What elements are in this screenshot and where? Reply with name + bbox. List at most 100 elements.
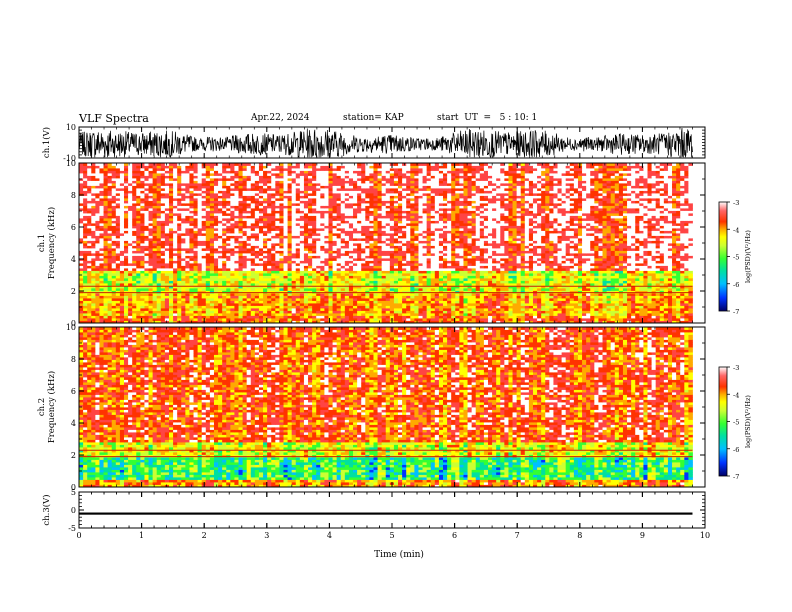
spectrogram-cell: [627, 288, 631, 291]
spectrogram-cell: [664, 298, 668, 301]
spectrogram-cell: [684, 266, 688, 269]
spectrogram-cell: [108, 266, 112, 269]
spectrogram-cell: [226, 243, 230, 246]
spectrogram-cell: [288, 308, 292, 311]
spectrogram-cell: [206, 303, 210, 306]
spectrogram-cell: [263, 271, 267, 274]
spectrogram-cell: [480, 313, 484, 316]
spectrogram-cell: [435, 261, 439, 264]
spectrogram-cell: [500, 251, 504, 254]
spectrogram-cell: [386, 256, 390, 259]
spectrogram-cell: [316, 298, 320, 301]
spectrogram-cell: [279, 283, 283, 286]
spectrogram-cell: [230, 248, 234, 251]
spectrogram-cell: [504, 283, 508, 286]
spectrogram-cell: [361, 261, 365, 264]
spectrogram-cell: [447, 318, 451, 321]
spectrogram-cell: [95, 266, 99, 269]
spectrogram-cell: [447, 288, 451, 291]
spectrogram-cell: [553, 308, 557, 311]
spectrogram-cell: [451, 311, 455, 314]
spectrogram-cell: [104, 316, 108, 319]
spectrogram-cell: [124, 253, 128, 256]
spectrogram-cell: [435, 263, 439, 266]
spectrogram-cell: [652, 316, 656, 319]
spectrogram-cell: [574, 246, 578, 249]
spectrogram-cell: [271, 306, 275, 309]
spectrogram-cell: [173, 278, 177, 281]
spectrogram-cell: [558, 266, 562, 269]
spectrogram-cell: [157, 258, 161, 261]
spectrogram-cell: [296, 313, 300, 316]
spectrogram-cell: [688, 276, 692, 279]
spectrogram-cell: [402, 256, 406, 259]
spectrogram-cell: [108, 301, 112, 304]
spectrogram-cell: [680, 253, 684, 256]
spectrogram-cell: [132, 251, 136, 254]
spectrogram-cell: [79, 308, 83, 311]
spectrogram-cell: [455, 276, 459, 279]
spectrogram-cell: [275, 281, 279, 284]
spectrogram-cell: [615, 311, 619, 314]
spectrogram-cell: [468, 293, 472, 296]
spectrogram-cell: [423, 318, 427, 321]
spectrogram-cell: [537, 303, 541, 306]
spectrogram-cell: [198, 276, 202, 279]
spectrogram-cell: [230, 303, 234, 306]
spectrogram-cell: [243, 308, 247, 311]
spectrogram-cell: [222, 261, 226, 264]
spectrogram-cell: [455, 283, 459, 286]
spectrogram-cell: [402, 316, 406, 319]
spectrogram-cell: [431, 316, 435, 319]
spectrogram-cell: [598, 283, 602, 286]
spectrogram-cell: [259, 256, 263, 259]
spectrogram-cell: [328, 293, 332, 296]
spectrogram-cell: [373, 281, 377, 284]
spectrogram-cell: [255, 273, 259, 276]
spectrogram-cell: [226, 311, 230, 314]
spectrogram-cell: [688, 268, 692, 271]
spectrogram-cell: [341, 296, 345, 299]
spectrogram-cell: [234, 301, 238, 304]
spectrogram-cell: [668, 293, 672, 296]
spectrogram-cell: [562, 273, 566, 276]
spectrogram-cell: [508, 301, 512, 304]
spectrogram-cell: [480, 248, 484, 251]
spectrogram-cell: [586, 301, 590, 304]
spectrogram-cell: [140, 283, 144, 286]
spectrogram-cell: [124, 251, 128, 254]
spectrogram-cell: [459, 253, 463, 256]
spectrogram-cell: [222, 308, 226, 311]
spectrogram-cell: [283, 318, 287, 321]
spectrogram-cell: [631, 273, 635, 276]
spectrogram-cell: [194, 243, 198, 246]
spectrogram-cell: [124, 268, 128, 271]
spectrogram-cell: [337, 298, 341, 301]
spectrogram-cell: [435, 306, 439, 309]
spectrogram-cell: [128, 263, 132, 266]
spectrogram-cell: [423, 253, 427, 256]
spectrogram-cell: [656, 316, 660, 319]
spectrogram-cell: [255, 301, 259, 304]
spectrogram-cell: [586, 253, 590, 256]
spectrogram-cell: [337, 276, 341, 279]
spectrogram-cell: [210, 283, 214, 286]
spectrogram-cell: [480, 281, 484, 284]
spectrogram-cell: [656, 296, 660, 299]
spectrogram-cell: [144, 251, 148, 254]
spectrogram-cell: [611, 256, 615, 259]
spectrogram-cell: [423, 301, 427, 304]
spectrogram-cell: [517, 303, 521, 306]
spectrogram-cell: [288, 293, 292, 296]
spectrogram-cell: [463, 276, 467, 279]
spectrogram-cell: [500, 293, 504, 296]
spectrogram-cell: [676, 278, 680, 281]
spectrogram-cell: [476, 318, 480, 321]
spectrogram-cell: [181, 278, 185, 281]
spectrogram-cell: [431, 318, 435, 321]
spectrogram-cell: [496, 316, 500, 319]
spectrogram-cell: [79, 243, 83, 246]
spectrogram-cell: [643, 258, 647, 261]
spectrogram-cell: [251, 318, 255, 321]
spectrogram-cell: [676, 256, 680, 259]
